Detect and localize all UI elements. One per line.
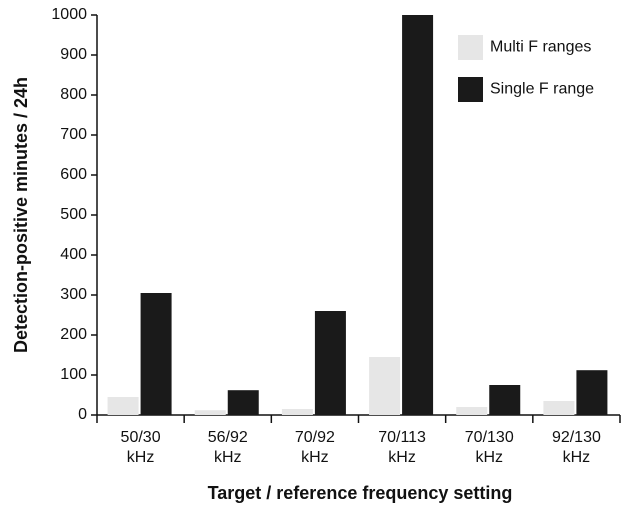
y-tick-label: 100 [60,366,87,383]
x-tick-label: 70/130 kHz [464,429,514,466]
y-tick-label: 300 [60,286,87,303]
x-axis-title: Target / reference frequency setting [208,483,513,503]
y-axis-title: Detection-positive minutes / 24h [11,77,31,353]
bar [281,409,313,415]
x-tick-label: 56/92 kHz [207,429,248,466]
bar [227,390,259,415]
y-tick-label: 1000 [51,6,87,23]
bar [456,407,488,415]
bar [543,401,575,415]
y-tick-label: 700 [60,126,87,143]
bar [314,311,346,415]
legend-swatch [458,77,483,102]
x-tick-label: 92/130 kHz [551,429,601,466]
y-tick-label: 400 [60,246,87,263]
y-tick-label: 600 [60,166,87,183]
bar [576,370,608,415]
bar [369,357,401,415]
y-tick-label: 200 [60,326,87,343]
x-tick-label: 70/113 kHz [378,429,426,466]
legend-swatch [458,35,483,60]
bar [194,410,226,415]
legend-label: Single F range [490,81,594,98]
y-tick-label: 900 [60,46,87,63]
x-tick-label: 70/92 kHz [294,429,335,466]
bar [489,385,521,415]
y-tick-label: 800 [60,86,87,103]
x-tick-label: 50/30 kHz [120,429,161,466]
y-tick-label: 0 [78,406,87,423]
y-tick-label: 500 [60,206,87,223]
bar [402,15,434,415]
bar [107,397,139,415]
bar [140,293,172,415]
legend-label: Multi F ranges [490,39,591,56]
